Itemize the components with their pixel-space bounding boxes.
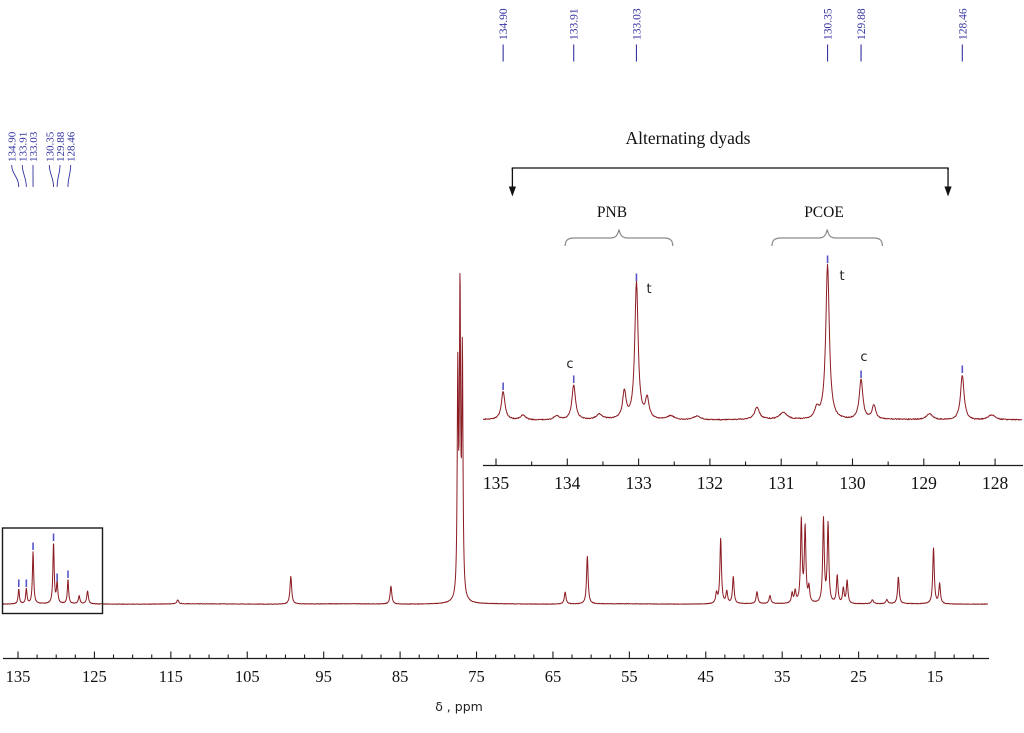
left-peak-label: 133.03 [28, 131, 40, 162]
x-axis-title: δ , ppm [435, 699, 483, 714]
left-peak-connector [67, 164, 72, 188]
main-axis-tick-label: 65 [545, 667, 562, 686]
main-axis-tick-label: 15 [927, 667, 944, 686]
left-peak-label: 128.46 [66, 131, 78, 162]
left-peak-connector [48, 164, 54, 188]
ct-label-t-pcoe: t [839, 269, 844, 284]
inset-axis-tick-label: 129 [911, 473, 938, 493]
main-axis-tick-label: 85 [392, 667, 409, 686]
left-peak-label: 133.91 [17, 132, 29, 162]
pcoe-brace [771, 229, 884, 247]
left-peak-connector [11, 164, 20, 188]
main-axis-tick-label: 55 [621, 667, 638, 686]
aromatic-region-box [1, 527, 104, 615]
top-peak-label: 129.88 [856, 8, 868, 40]
pnb-brace [564, 229, 674, 247]
left-peak-label: 129.88 [55, 131, 67, 162]
main-axis-tick-label: 75 [468, 667, 485, 686]
top-peak-label: 134.90 [498, 8, 510, 40]
inset-spectrum-trace [482, 263, 1023, 421]
main-spectrum-trace [2, 273, 989, 605]
ct-label-c-pcoe: c [860, 350, 867, 365]
inset-axis-tick-label: 133 [625, 473, 652, 493]
top-peak-label: 133.03 [631, 8, 643, 40]
main-axis-tick-label: 115 [159, 667, 183, 686]
inset-axis-tick-label: 131 [768, 473, 794, 493]
left-peak-connector [56, 164, 61, 188]
left-peak-label: 134.90 [7, 131, 19, 162]
top-peak-label: 128.46 [957, 8, 969, 40]
dyads-arrow-left-head [508, 186, 516, 197]
dyads-arrow-right-head [944, 186, 952, 197]
main-axis-tick-label: 45 [698, 667, 715, 686]
inset-axis-tick-label: 134 [554, 473, 581, 493]
top-peak-label: 130.35 [823, 8, 835, 40]
inset-axis-tick-label: 128 [982, 473, 1009, 493]
left-peak-connector [21, 164, 27, 188]
inset-axis-tick-label: 130 [839, 473, 866, 493]
main-axis-tick-label: 135 [6, 667, 31, 686]
main-spectrum-layer: 135 125 115 105 95 85 75 65 55 45 35 25 15 [2, 273, 989, 686]
main-axis-tick-label: 125 [82, 667, 107, 686]
top-peak-label: 133.91 [569, 8, 581, 40]
main-axis-tick-label: 25 [850, 667, 867, 686]
ct-label-t-pnb: t [646, 282, 651, 297]
inset-axis-tick-label: 135 [483, 473, 510, 493]
inset-axis-tick-label: 132 [697, 473, 723, 493]
annotation-title: Alternating dyads [626, 128, 751, 148]
ct-label-c-pnb: c [566, 357, 573, 372]
dyads-span-line [511, 167, 949, 170]
main-axis-tick-label: 105 [235, 667, 260, 686]
pcoe-label: PCOE [804, 204, 844, 221]
generated-annotations-layer: 134.90 133.91 133.03 130.35 129.88 128.46134.… [7, 8, 969, 247]
inset-spectrum-layer: 135 134 133 132 131 130 129 128 [482, 255, 1023, 493]
main-axis-tick-label: 95 [315, 667, 332, 686]
main-axis-tick-label: 35 [774, 667, 791, 686]
pnb-label: PNB [597, 204, 627, 221]
left-peak-label: 130.35 [44, 131, 56, 162]
